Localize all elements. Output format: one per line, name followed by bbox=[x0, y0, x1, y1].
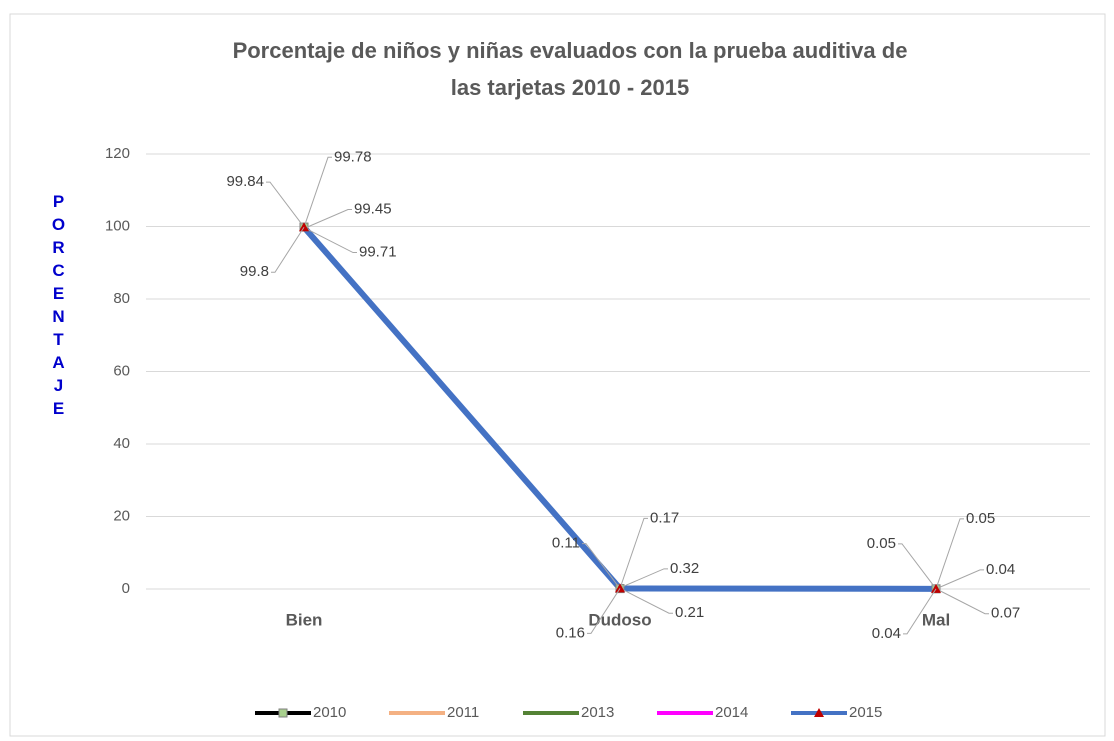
data-label: 99.78 bbox=[334, 148, 372, 165]
leader-line bbox=[303, 156, 332, 228]
y-tick-label: 0 bbox=[122, 580, 130, 597]
leader-line bbox=[303, 208, 352, 229]
legend-marker bbox=[278, 708, 288, 718]
data-label: 99.45 bbox=[354, 200, 392, 217]
marker bbox=[615, 583, 625, 593]
y-tick-label: 20 bbox=[113, 507, 130, 524]
data-label: 0.05 bbox=[966, 510, 995, 527]
x-tick-label: Mal bbox=[922, 610, 950, 629]
y-axis-label: PORCENTAJE bbox=[49, 192, 68, 422]
data-label: 0.05 bbox=[867, 535, 896, 552]
data-label: 99.84 bbox=[226, 173, 264, 190]
data-label: 0.21 bbox=[675, 604, 704, 621]
marker bbox=[931, 583, 941, 593]
data-label: 0.32 bbox=[670, 560, 699, 577]
leader-line bbox=[898, 543, 937, 590]
data-label: 0.16 bbox=[556, 624, 585, 641]
marker bbox=[299, 222, 309, 232]
leader-line bbox=[271, 226, 305, 273]
x-tick-label: Dudoso bbox=[588, 610, 651, 629]
leader-line bbox=[619, 587, 673, 614]
data-label: 0.04 bbox=[986, 561, 1015, 578]
x-tick-label: Bien bbox=[286, 610, 323, 629]
data-label: 99.8 bbox=[240, 263, 269, 280]
leader-line bbox=[935, 569, 984, 590]
data-label: 0.04 bbox=[872, 625, 901, 642]
y-tick-label: 100 bbox=[105, 217, 130, 234]
leader-line bbox=[935, 588, 989, 615]
data-label: 99.71 bbox=[359, 244, 397, 261]
leader-line bbox=[903, 588, 937, 635]
chart-title: Porcentaje de niños y niñas evaluados co… bbox=[233, 38, 908, 63]
chart-border bbox=[9, 13, 1106, 737]
legend-label: 2010 bbox=[313, 704, 346, 721]
leader-line bbox=[619, 568, 668, 589]
legend-label: 2011 bbox=[447, 704, 479, 721]
data-label: 0.07 bbox=[991, 605, 1020, 622]
legend-label: 2015 bbox=[849, 704, 882, 721]
leader-line bbox=[582, 543, 621, 589]
y-tick-label: 120 bbox=[105, 145, 130, 162]
y-tick-label: 40 bbox=[113, 435, 130, 452]
leader-line bbox=[587, 588, 621, 634]
data-label: 0.17 bbox=[650, 509, 679, 526]
leader-line bbox=[303, 227, 357, 254]
legend-label: 2014 bbox=[715, 704, 748, 721]
data-label: 0.11 bbox=[552, 535, 580, 552]
legend-marker bbox=[814, 708, 824, 717]
leader-line bbox=[935, 518, 964, 589]
chart-title: las tarjetas 2010 - 2015 bbox=[451, 75, 690, 100]
leader-line bbox=[619, 517, 648, 589]
y-tick-label: 80 bbox=[113, 290, 130, 307]
legend-label: 2013 bbox=[581, 704, 614, 721]
y-tick-label: 60 bbox=[113, 362, 130, 379]
leader-line bbox=[266, 181, 305, 228]
